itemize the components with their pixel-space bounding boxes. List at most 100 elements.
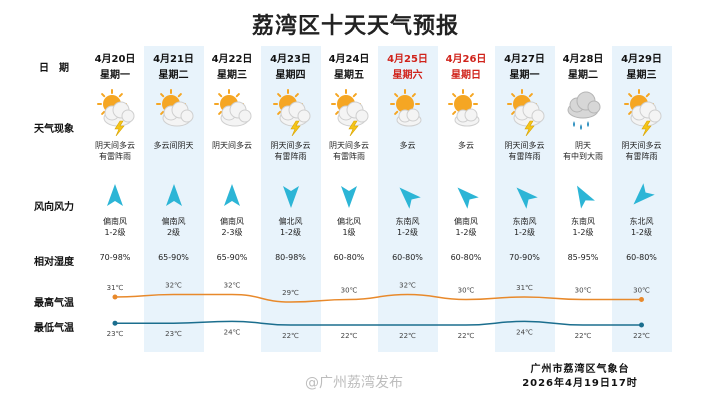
label-high-temp: 最高气温 xyxy=(34,298,74,309)
day-date: 4月29日 xyxy=(621,54,662,65)
day-date: 4月26日 xyxy=(445,54,487,65)
humidity: 60-80% xyxy=(392,253,423,262)
humidity: 60-80% xyxy=(450,253,482,262)
humidity: 70-90% xyxy=(509,253,540,262)
sun-cloud-thunder-icon xyxy=(331,89,369,136)
wind-level: 1-2级 xyxy=(279,228,302,237)
sun-cloud-thunder-icon xyxy=(623,89,661,136)
wind-direction: 偏北风 xyxy=(337,217,361,226)
day-date: 4月28日 xyxy=(562,54,604,65)
day-date: 4月20日 xyxy=(94,54,136,65)
day-column: 4月23日星期四阴天间多云 有雷阵雨偏北风 1-2级 80-98% xyxy=(261,46,321,352)
label-wind: 风向风力 xyxy=(34,202,74,213)
day-column: 4月21日星期二多云间阴天偏南风 2级 65-90% xyxy=(144,46,204,352)
wind-direction: 偏南风 xyxy=(161,217,186,226)
page-title: 荔湾区十天天气预报 xyxy=(251,14,459,39)
humidity: 60-80% xyxy=(626,253,657,262)
wind-arrow-icon xyxy=(165,184,182,206)
day-date: 4月25日 xyxy=(387,54,428,65)
wind-direction: 偏南风 xyxy=(454,217,478,226)
humidity: 60-80% xyxy=(333,253,365,262)
wind-level: 1-2级 xyxy=(104,228,126,237)
weather-condition: 阴天 有中到大雨 xyxy=(563,141,603,161)
label-weather: 天气现象 xyxy=(34,124,74,135)
wind-direction: 东南风 xyxy=(512,217,537,226)
day-weekday: 星期五 xyxy=(334,70,364,81)
wind-arrow-icon xyxy=(399,187,421,209)
weather-condition: 阴天间多云 有雷阵雨 xyxy=(621,141,662,161)
label-low-temp: 最低气温 xyxy=(34,323,74,334)
weather-condition: 多云间阴天 xyxy=(153,141,194,150)
watermark: @广州荔湾发布 xyxy=(305,375,403,391)
weather-condition: 阴天间多云 有雷阵雨 xyxy=(270,141,311,161)
day-column: 4月24日星期五阴天间多云 有雷阵雨偏北风 1级 60-80% xyxy=(319,46,379,352)
day-weekday: 星期六 xyxy=(392,70,423,81)
wind-arrow-icon xyxy=(633,183,655,205)
day-column: 4月26日星期日多云偏南风 1-2级 60-80% xyxy=(436,46,496,352)
wind-arrow-icon xyxy=(282,186,299,208)
humidity: 65-90% xyxy=(158,253,189,262)
row-labels: 日 期 天气现象 风向风力 相对湿度 最高气温 最低气温 xyxy=(22,46,86,352)
wind-level: 2-3级 xyxy=(221,228,243,237)
wind-level: 1-2级 xyxy=(513,228,536,237)
wind-level: 1-2级 xyxy=(630,228,653,237)
wind-arrow-icon xyxy=(577,185,595,209)
wind-level: 1级 xyxy=(342,228,356,237)
label-date: 日 期 xyxy=(39,63,69,74)
day-weekday: 星期三 xyxy=(217,70,247,81)
wind-direction: 东南风 xyxy=(571,217,595,226)
day-date: 4月21日 xyxy=(153,54,194,65)
weather-condition: 阴天间多云 有雷阵雨 xyxy=(504,141,545,161)
day-column: 4月22日星期三阴天间多云偏南风 2-3级 65-90% xyxy=(202,46,262,352)
humidity: 70-98% xyxy=(99,253,131,262)
weather-condition: 阴天间多云 xyxy=(212,141,252,150)
weather-condition: 阴天间多云 有雷阵雨 xyxy=(329,141,369,161)
day-weekday: 星期三 xyxy=(626,70,657,81)
wind-arrow-icon xyxy=(457,187,479,209)
sun-cloud-icon xyxy=(155,89,193,127)
humidity: 85-95% xyxy=(567,253,599,262)
wind-level: 1-2级 xyxy=(396,228,419,237)
day-column: 4月25日星期六多云东南风 1-2级 60-80% xyxy=(378,46,438,352)
day-weekday: 星期二 xyxy=(158,70,189,81)
day-date: 4月23日 xyxy=(270,54,311,65)
weather-condition: 多云 xyxy=(399,141,416,150)
day-column: 4月28日星期二阴天 有中到大雨东南风 1-2级 85-95% xyxy=(553,46,613,352)
day-weekday: 星期一 xyxy=(100,70,130,81)
wind-arrow-icon xyxy=(107,184,123,206)
label-humidity: 相对湿度 xyxy=(34,257,74,268)
humidity: 80-98% xyxy=(275,253,306,262)
sun-cloud-thunder-icon xyxy=(506,89,544,136)
day-column: 4月27日星期一阴天间多云 有雷阵雨东南风 1-2级 70-90% xyxy=(495,46,555,352)
cloud-rain-icon xyxy=(567,91,601,130)
wind-direction: 东南风 xyxy=(395,217,420,226)
weather-condition: 阴天间多云 有雷阵雨 xyxy=(95,141,135,161)
footer-org: 广州市荔湾区气象台 xyxy=(530,364,630,375)
wind-direction: 偏北风 xyxy=(278,217,303,226)
wind-arrow-icon xyxy=(516,187,538,209)
day-weekday: 星期二 xyxy=(568,70,598,81)
day-weekday: 星期日 xyxy=(451,70,481,81)
day-column: 4月20日星期一阴天间多云 有雷阵雨偏南风 1-2级 70-98% xyxy=(85,46,145,352)
day-column: 4月29日星期三阴天间多云 有雷阵雨东北风 1-2级 60-80% xyxy=(612,46,672,352)
weather-condition: 多云 xyxy=(458,141,474,150)
day-weekday: 星期四 xyxy=(275,70,306,81)
day-date: 4月27日 xyxy=(504,54,545,65)
sun-cloud-small-icon xyxy=(448,89,480,127)
wind-level: 2级 xyxy=(166,228,181,237)
day-date: 4月24日 xyxy=(328,54,370,65)
day-date: 4月22日 xyxy=(211,54,253,65)
humidity: 65-90% xyxy=(216,253,248,262)
sun-cloud-small-icon xyxy=(389,89,421,127)
day-weekday: 星期一 xyxy=(509,70,540,81)
wind-arrow-icon xyxy=(341,186,357,208)
wind-level: 1-2级 xyxy=(572,228,594,237)
wind-direction: 偏南风 xyxy=(220,217,244,226)
wind-level: 1-2级 xyxy=(455,228,477,237)
wind-direction: 偏南风 xyxy=(103,217,127,226)
wind-direction: 东北风 xyxy=(629,217,654,226)
sun-cloud-thunder-icon xyxy=(97,89,135,136)
sun-cloud-thunder-icon xyxy=(272,89,310,136)
sun-cloud-icon xyxy=(214,89,252,127)
footer-time: 2026年4月19日17时 xyxy=(522,378,638,389)
